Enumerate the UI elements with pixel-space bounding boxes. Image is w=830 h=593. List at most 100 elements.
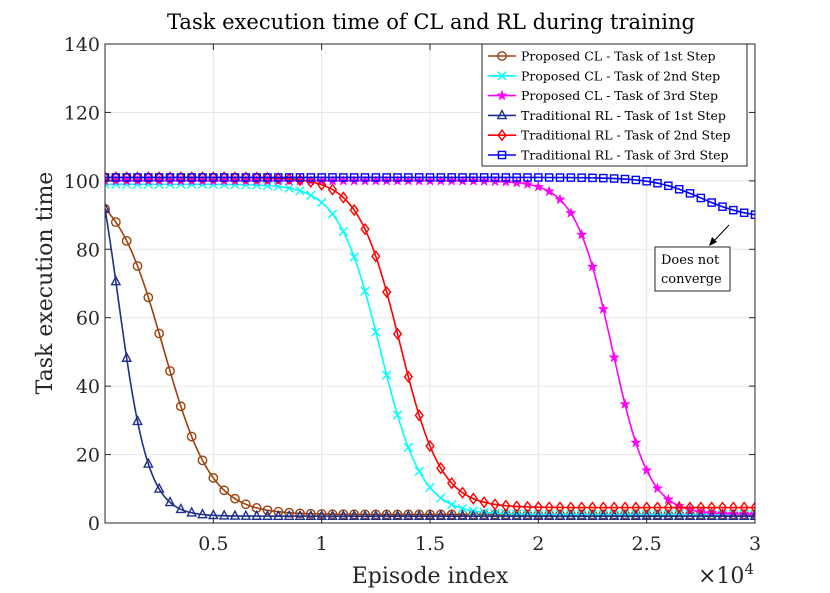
series-layer [105, 171, 755, 521]
star-marker [586, 260, 599, 272]
square-marker [458, 173, 467, 182]
square-marker [674, 184, 684, 194]
x-marker [306, 190, 316, 200]
square-marker [729, 205, 738, 215]
x-tick-label: 0.5 [198, 533, 228, 555]
diamond-marker [241, 171, 251, 184]
diamond-marker [360, 222, 370, 236]
x-marker [414, 466, 424, 476]
diamond-marker [707, 501, 717, 514]
square-marker [497, 150, 507, 160]
legend-entry: Traditional RL - Task of 2nd Step [488, 128, 731, 143]
triangle-marker [370, 509, 382, 521]
triangle-marker [105, 202, 111, 213]
y-tick-label: 100 [64, 171, 100, 193]
x-marker [403, 442, 414, 453]
square-marker [718, 202, 727, 211]
circle-marker [305, 508, 316, 519]
x-marker [381, 370, 392, 380]
square-marker [414, 173, 424, 182]
diamond-marker [338, 191, 348, 204]
square-marker [577, 173, 586, 182]
square-marker [154, 173, 164, 182]
square-marker [512, 173, 521, 182]
x-tick-label: 1 [316, 533, 328, 555]
diamond-marker [479, 496, 489, 509]
axis-ticks: 0.5 1 1.5 2 2.5 3 0 20 40 60 80 100 120 140 [64, 34, 761, 555]
star-marker [565, 207, 577, 218]
star-marker [630, 436, 642, 448]
x-marker [230, 179, 240, 190]
triangle-marker [576, 509, 588, 521]
triangle-marker [283, 509, 295, 521]
x-axis-label: Episode index [352, 564, 509, 589]
square-marker [436, 173, 446, 182]
square-marker [393, 173, 402, 182]
x-marker [327, 209, 338, 219]
x-axis-exponent: ×104 [698, 560, 754, 589]
y-tick-label: 80 [76, 239, 100, 261]
diamond-marker [165, 171, 175, 184]
diamond-marker [252, 171, 262, 184]
square-marker [404, 173, 413, 182]
y-tick-label: 40 [76, 376, 100, 398]
square-marker [144, 173, 153, 182]
legend-entry: Proposed CL - Task of 3rd Step [488, 88, 718, 103]
diamond-marker [620, 501, 630, 514]
circle-marker [165, 366, 175, 376]
x-marker [392, 410, 403, 420]
x-marker [360, 286, 370, 296]
x-marker [436, 493, 446, 503]
triangle-marker [738, 509, 750, 521]
square-marker [588, 173, 597, 183]
x-marker [425, 482, 435, 493]
legend-entry: Traditional RL - Task of 3rd Step [488, 148, 728, 163]
square-marker [241, 173, 251, 182]
triangle-marker [132, 414, 143, 426]
diamond-marker [425, 439, 435, 453]
triangle-marker [327, 509, 338, 521]
diamond-marker [497, 128, 507, 142]
triangle-marker [630, 509, 642, 521]
diamond-marker [392, 327, 403, 341]
square-marker [349, 173, 359, 182]
diamond-marker [143, 171, 153, 184]
diamond-marker [696, 501, 706, 514]
x-marker [349, 252, 359, 262]
diamond-marker [208, 171, 218, 184]
square-marker [501, 173, 511, 182]
square-marker [252, 173, 261, 182]
diamond-marker [522, 500, 533, 514]
triangle-marker [522, 509, 533, 521]
annotation-box [654, 246, 731, 292]
diamond-marker [468, 492, 478, 505]
star-marker [496, 89, 508, 101]
star-marker [608, 351, 620, 363]
diamond-marker [414, 409, 424, 422]
square-marker [230, 173, 240, 182]
legend-label: Traditional RL - Task of 3rd Step [521, 148, 728, 163]
diamond-marker [219, 171, 229, 184]
square-marker [328, 173, 337, 182]
circle-marker [197, 455, 208, 466]
y-tick-label: 20 [76, 445, 100, 467]
square-marker [122, 173, 131, 182]
triangle-marker [142, 457, 154, 468]
diamond-marker [750, 501, 755, 514]
diamond-marker [501, 499, 511, 512]
circle-marker [132, 261, 143, 271]
series-4 [105, 202, 755, 521]
star-marker [543, 185, 555, 197]
diamond-marker [555, 501, 565, 514]
triangle-marker [543, 509, 555, 521]
circle-marker [175, 401, 186, 412]
square-marker [566, 173, 576, 182]
square-marker [219, 173, 229, 182]
diamond-marker [371, 250, 381, 263]
diamond-marker [403, 370, 413, 383]
triangle-marker [229, 509, 241, 520]
triangle-marker [706, 509, 718, 521]
series-line [105, 208, 755, 517]
annotation-line-1: Does not [661, 253, 720, 268]
